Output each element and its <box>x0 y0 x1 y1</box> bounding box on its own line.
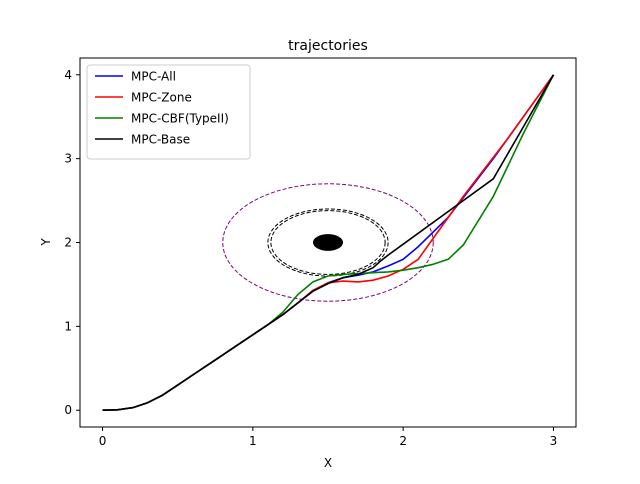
legend-label: MPC-CBF(TypeII) <box>131 112 229 126</box>
y-tick-label: 3 <box>64 152 72 166</box>
legend-label: MPC-Base <box>131 133 190 147</box>
x-tick-label: 3 <box>550 434 558 448</box>
legend-box <box>86 64 251 160</box>
series-line-mpc-base <box>102 74 555 411</box>
chart-title: trajectories <box>288 38 368 54</box>
legend-label: MPC-All <box>131 70 176 84</box>
plot-area <box>102 74 555 411</box>
y-tick-label: 4 <box>64 68 72 82</box>
y-tick-label: 1 <box>64 319 72 333</box>
legend-label: MPC-Zone <box>131 91 192 105</box>
boundary-circle-3 <box>222 183 434 302</box>
legend: MPC-All MPC-Zone MPC-CBF(TypeII) MPC-Base <box>86 64 251 160</box>
x-tick-label: 0 <box>99 434 107 448</box>
obstacle <box>312 234 344 251</box>
x-axis-label: X <box>324 456 332 470</box>
x-tick-label: 1 <box>249 434 257 448</box>
y-tick-label: 0 <box>64 403 72 417</box>
y-axis-label: Y <box>39 238 53 247</box>
boundary-circle-2 <box>270 210 386 275</box>
x-tick-label: 2 <box>399 434 407 448</box>
axes: 0 1 2 3 0 1 2 3 4 <box>64 57 577 448</box>
y-tick-label: 2 <box>64 236 72 250</box>
